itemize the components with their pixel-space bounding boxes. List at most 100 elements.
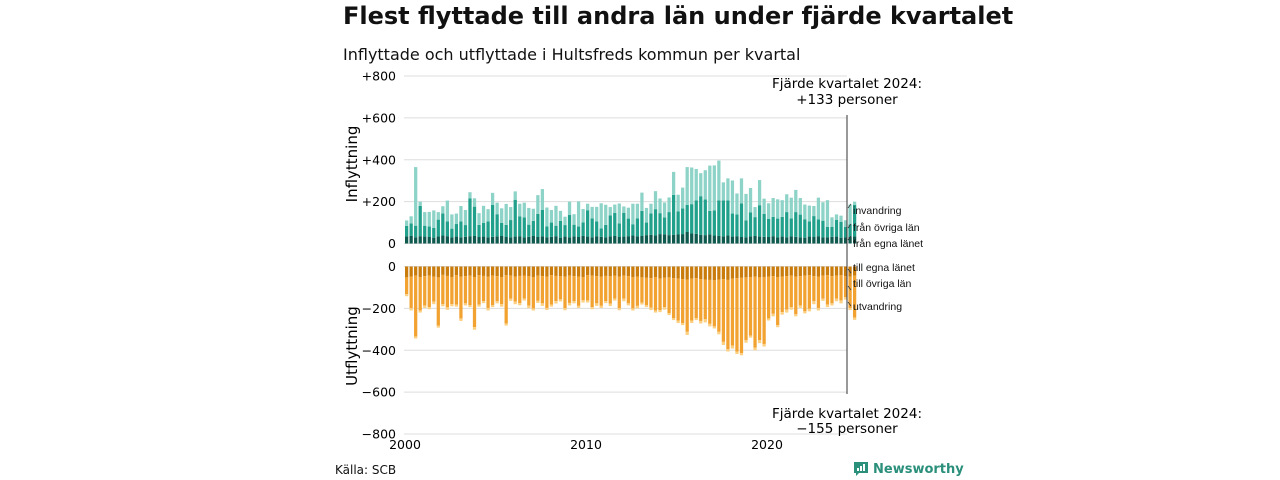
bar-segment bbox=[735, 351, 739, 355]
bar-segment bbox=[468, 236, 472, 244]
y-tick-label: +400 bbox=[362, 152, 396, 167]
bar-segment bbox=[721, 182, 726, 201]
bar-segment bbox=[586, 203, 590, 211]
bar-segment bbox=[572, 276, 576, 302]
x-tick-label: 2010 bbox=[570, 437, 602, 452]
bar-segment bbox=[748, 212, 753, 237]
y-tick-label: 0 bbox=[388, 236, 396, 251]
bar-segment bbox=[803, 266, 807, 276]
bar-segment bbox=[481, 301, 486, 304]
bar-segment bbox=[436, 219, 440, 237]
bar-segment bbox=[459, 206, 463, 222]
bar-segment bbox=[635, 305, 640, 309]
bar-segment bbox=[757, 266, 762, 278]
bar-segment bbox=[631, 235, 635, 244]
bar-segment bbox=[812, 301, 816, 305]
bar-segment bbox=[581, 208, 585, 223]
bar-segment bbox=[463, 266, 468, 277]
bar-segment bbox=[581, 276, 585, 300]
bar-segment bbox=[848, 224, 852, 238]
bar-segment bbox=[409, 235, 413, 244]
bar-segment bbox=[785, 237, 789, 244]
bar-segment bbox=[481, 266, 486, 276]
bar-segment bbox=[423, 212, 427, 226]
bar-segment bbox=[436, 212, 440, 220]
bar-segment bbox=[590, 266, 594, 276]
bar-segment bbox=[767, 219, 771, 238]
bar-segment bbox=[549, 266, 554, 276]
bar-segment bbox=[789, 236, 793, 244]
legend-leader bbox=[847, 268, 852, 274]
bar-segment bbox=[789, 266, 793, 276]
bar-segment bbox=[735, 278, 739, 352]
bar-segment bbox=[825, 226, 830, 238]
bar-segment bbox=[640, 266, 644, 278]
bar-segment bbox=[418, 201, 422, 206]
y-tick-label: +800 bbox=[362, 69, 396, 84]
bar-segment bbox=[418, 236, 422, 244]
bar-segment bbox=[441, 304, 445, 307]
bar-segment bbox=[405, 220, 409, 226]
bar-segment bbox=[816, 197, 821, 220]
bar-segment bbox=[445, 236, 449, 244]
bar-segment bbox=[798, 266, 802, 277]
bar-segment bbox=[739, 277, 744, 354]
bar-segment bbox=[744, 237, 748, 244]
bar-segment bbox=[617, 223, 621, 238]
bar-segment bbox=[730, 278, 735, 346]
bar-segment bbox=[626, 218, 630, 237]
bar-segment bbox=[640, 277, 644, 303]
bar-segment bbox=[843, 237, 848, 244]
bar-segment bbox=[662, 234, 667, 244]
bar-segment bbox=[843, 226, 848, 238]
series-label: invandring bbox=[853, 205, 902, 217]
bar-segment bbox=[830, 226, 834, 237]
bar-segment bbox=[712, 235, 716, 244]
y-tick-label: −200 bbox=[362, 301, 396, 316]
bar-segment bbox=[536, 213, 540, 238]
bar-segment bbox=[414, 237, 418, 244]
bar-segment bbox=[644, 235, 649, 244]
bar-segment bbox=[572, 301, 576, 304]
bar-segment bbox=[739, 178, 744, 204]
bar-segment bbox=[590, 275, 594, 308]
bar-segment bbox=[825, 237, 830, 244]
bar-segment bbox=[567, 275, 572, 303]
bar-segment bbox=[708, 210, 712, 235]
bar-segment bbox=[771, 236, 775, 244]
bar-segment bbox=[472, 266, 477, 277]
bar-segment bbox=[427, 237, 431, 244]
bar-segment bbox=[531, 235, 535, 244]
bar-segment bbox=[807, 221, 811, 237]
bar-segment bbox=[549, 222, 554, 237]
bar-segment bbox=[414, 266, 418, 276]
bar-segment bbox=[472, 206, 477, 236]
bar-segment bbox=[694, 200, 698, 234]
bar-segment bbox=[821, 237, 825, 244]
bar-segment bbox=[631, 308, 635, 311]
bar-segment bbox=[726, 279, 730, 349]
bar-segment bbox=[432, 237, 436, 244]
bar-segment bbox=[549, 210, 554, 223]
bar-segment bbox=[527, 224, 531, 237]
bar-segment bbox=[767, 276, 771, 319]
bar-segment bbox=[803, 311, 807, 314]
bar-segment bbox=[699, 196, 703, 235]
bar-segment bbox=[635, 218, 640, 237]
bar-segment bbox=[554, 225, 558, 237]
bar-segment bbox=[649, 307, 653, 311]
bar-segment bbox=[481, 222, 486, 237]
bar-segment bbox=[504, 266, 508, 276]
bar-segment bbox=[454, 224, 459, 237]
bar-segment bbox=[730, 345, 735, 349]
y-axis-title: Utflyttning bbox=[343, 306, 361, 386]
bar-segment bbox=[640, 302, 644, 305]
bar-segment bbox=[667, 266, 671, 278]
bar-segment bbox=[635, 266, 640, 277]
bar-segment bbox=[450, 266, 454, 277]
bar-segment bbox=[454, 275, 459, 305]
bar-segment bbox=[816, 219, 821, 237]
bar-segment bbox=[576, 226, 581, 238]
bar-segment bbox=[414, 167, 418, 226]
bar-segment bbox=[830, 276, 834, 304]
